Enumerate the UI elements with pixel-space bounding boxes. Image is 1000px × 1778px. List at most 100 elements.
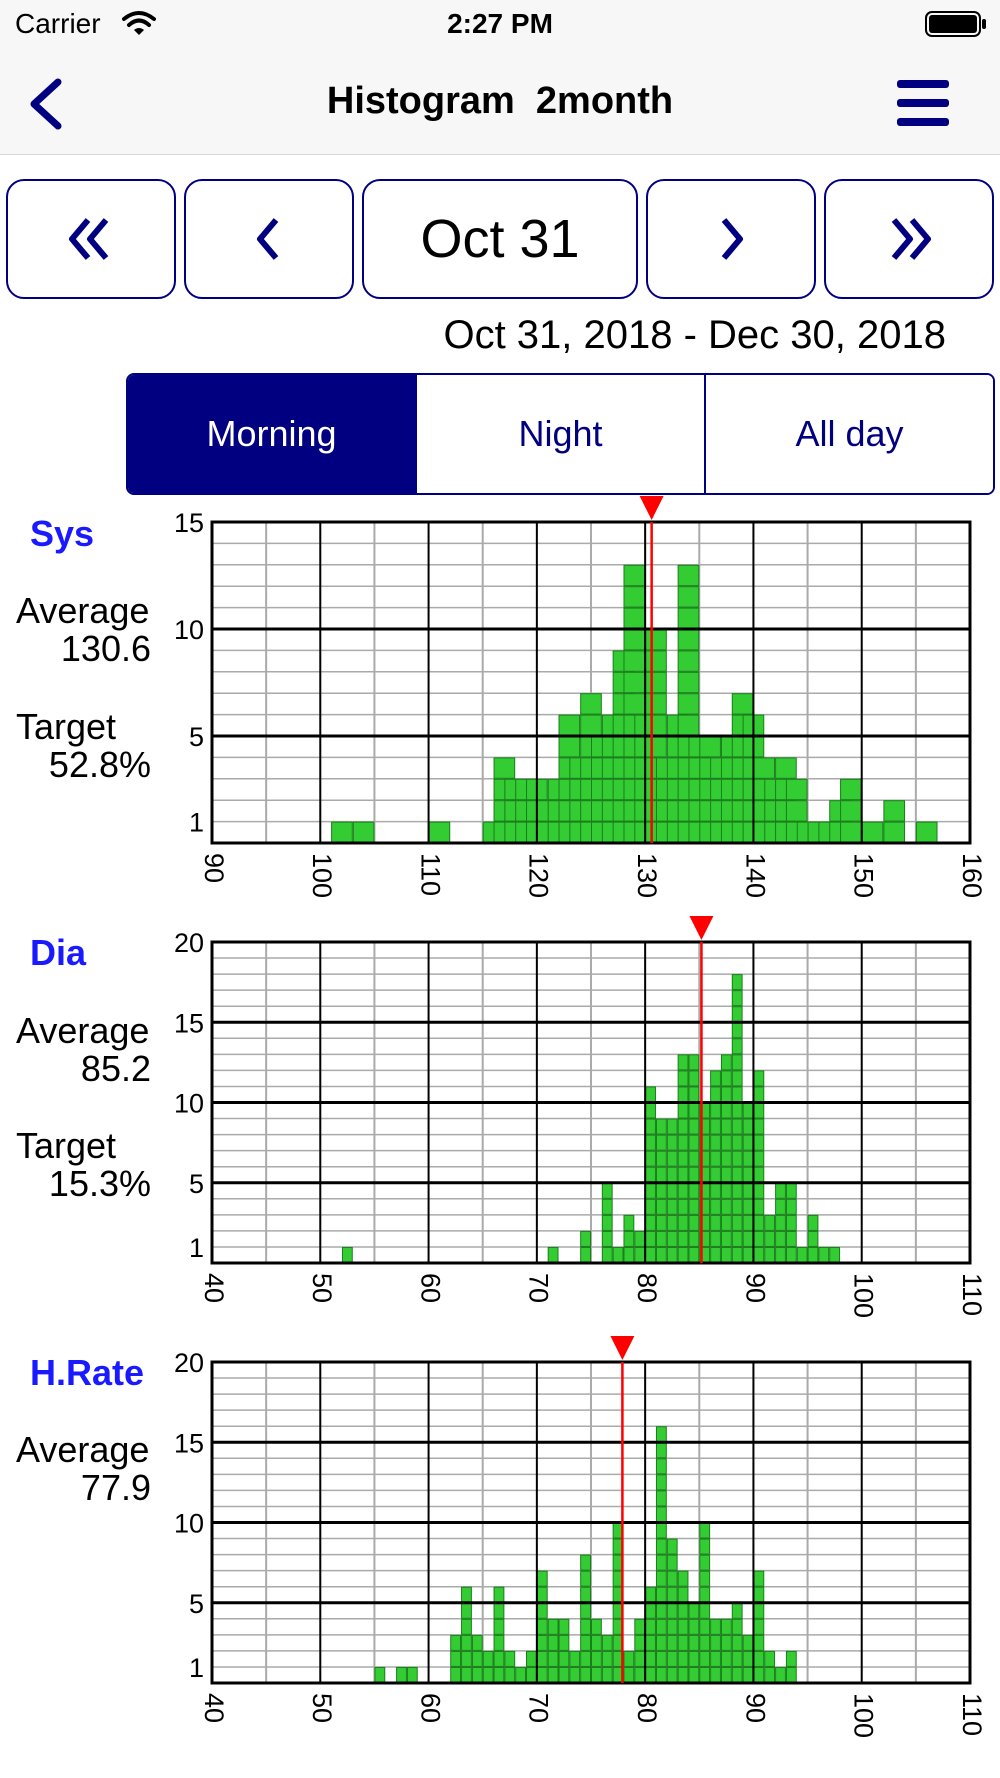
histogram-bar	[645, 1602, 656, 1619]
histogram-bar	[547, 1618, 559, 1635]
histogram-bar	[623, 1214, 635, 1231]
x-tick-label: 70	[524, 1273, 554, 1303]
segment-night[interactable]: Night	[417, 375, 706, 493]
y-tick-label: 5	[189, 1589, 204, 1619]
histogram-bar	[742, 1150, 754, 1167]
histogram-bar	[601, 1182, 613, 1199]
histogram-bar	[461, 1602, 472, 1619]
histogram-bar	[764, 1666, 776, 1684]
segment-morning[interactable]: Morning	[128, 375, 417, 493]
histogram-bar	[699, 1230, 711, 1247]
histogram-bar	[753, 1070, 765, 1087]
histogram-bar	[591, 1618, 602, 1635]
histogram-bar	[753, 757, 776, 779]
histogram-bar	[677, 1230, 689, 1247]
histogram-bar	[580, 1666, 592, 1684]
x-tick-label: 90	[740, 1693, 770, 1723]
histogram-bar	[731, 1214, 743, 1231]
histogram-bar	[742, 1118, 754, 1135]
histogram-bar	[677, 1246, 689, 1264]
histogram-bar	[753, 1570, 765, 1587]
histogram-bar	[785, 1230, 797, 1247]
histogram-bar	[785, 1666, 797, 1684]
previous-period-fast-button[interactable]	[6, 179, 176, 299]
histogram-bar	[731, 1086, 743, 1103]
histogram-bar	[677, 564, 700, 587]
segment-all-day[interactable]: All day	[706, 375, 993, 493]
histogram-bar	[601, 1634, 613, 1651]
histogram-bar	[699, 1134, 711, 1151]
x-tick-label: 70	[524, 1693, 554, 1723]
back-chevron-icon[interactable]	[22, 74, 72, 134]
histogram-bar	[710, 1214, 721, 1231]
histogram-bar	[677, 714, 700, 737]
histogram-bar	[493, 757, 516, 779]
histogram-bar	[883, 821, 906, 844]
hrate-average-label: Average	[16, 1429, 150, 1470]
histogram-bar	[645, 671, 667, 694]
histogram-bar	[428, 821, 451, 844]
histogram-bar	[688, 1086, 700, 1103]
histogram-bar	[601, 1214, 613, 1231]
histogram-bar	[655, 1522, 667, 1539]
next-period-button[interactable]	[646, 179, 816, 299]
histogram-bar	[655, 1198, 667, 1215]
histogram-bar	[753, 1634, 765, 1651]
x-tick-label: 50	[307, 1693, 337, 1723]
histogram-bar	[677, 1134, 689, 1151]
histogram-bar	[775, 1214, 786, 1231]
y-tick-label: 20	[174, 928, 204, 958]
histogram-bar	[645, 1634, 656, 1651]
histogram-bar	[742, 1246, 754, 1264]
histogram-bar	[688, 1070, 700, 1087]
histogram-bar	[688, 1166, 700, 1183]
histogram-bar	[677, 1618, 689, 1635]
previous-period-button[interactable]	[184, 179, 354, 299]
histogram-bar	[699, 1198, 711, 1215]
y-tick-label: 5	[189, 722, 204, 752]
histogram-bar	[677, 1118, 689, 1135]
histogram-bar	[677, 1198, 689, 1215]
y-tick-label: 5	[189, 1169, 204, 1199]
histogram-bar	[677, 1166, 689, 1183]
histogram-bar	[645, 1230, 656, 1247]
x-tick-label: 100	[849, 1693, 879, 1738]
histogram-bar	[623, 1246, 635, 1264]
next-period-fast-button[interactable]	[824, 179, 994, 299]
histogram-bar	[688, 1650, 700, 1667]
hamburger-menu-icon[interactable]	[895, 76, 951, 130]
x-tick-label: 110	[415, 853, 445, 896]
histogram-bar	[666, 1150, 678, 1167]
histogram-bar	[677, 693, 700, 715]
x-tick-label: 150	[849, 853, 879, 898]
histogram-bar	[720, 1166, 732, 1183]
histogram-bar	[753, 1150, 765, 1167]
histogram-bar	[634, 1246, 646, 1264]
histogram-bar	[807, 1230, 819, 1247]
date-picker-button[interactable]: Oct 31	[362, 179, 638, 299]
histogram-bar	[699, 1618, 711, 1635]
histogram-bar	[688, 1246, 700, 1264]
histogram-bar	[785, 1198, 797, 1215]
histogram-bar	[699, 1602, 711, 1619]
x-tick-label: 130	[632, 853, 662, 898]
histogram-bar	[645, 1198, 656, 1215]
y-tick-label: 1	[189, 1233, 204, 1263]
histogram-bar	[764, 1246, 776, 1264]
histogram-bar	[731, 1022, 743, 1039]
histogram-bar	[504, 1650, 516, 1667]
histogram-bar	[655, 1650, 667, 1667]
histogram-bar	[623, 1666, 635, 1684]
histogram-bar	[688, 1054, 700, 1071]
histogram-bar	[471, 1666, 483, 1684]
histogram-bar	[731, 1618, 743, 1635]
histogram-bar	[688, 1182, 700, 1199]
histogram-bar	[601, 1198, 613, 1215]
histogram-bar	[775, 1182, 786, 1199]
histogram-bar	[645, 650, 667, 672]
x-tick-label: 90	[740, 1273, 770, 1303]
histogram-bar	[645, 693, 667, 715]
histogram-bar	[688, 1666, 700, 1684]
histogram-bar	[666, 1618, 678, 1635]
histogram-bar	[645, 1618, 656, 1635]
